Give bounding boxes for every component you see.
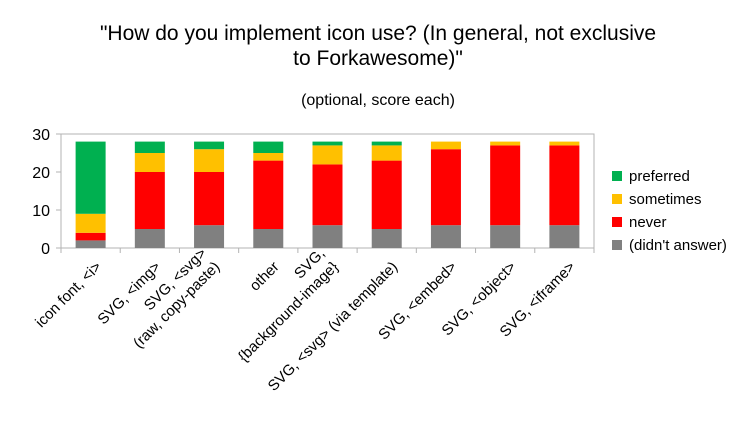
bar-segment-sometimes <box>194 149 225 172</box>
legend-swatch <box>612 171 622 181</box>
bar-segment-sometimes <box>549 141 580 146</box>
bar-segment-never <box>75 232 106 241</box>
bar-segment-never <box>371 160 402 229</box>
x-category-label: icon font, <i> <box>32 258 105 331</box>
legend-label: sometimes <box>629 191 702 208</box>
bar-segment-didntanswer <box>371 229 402 248</box>
y-tick-label: 0 <box>41 241 50 258</box>
x-category-label: other <box>246 258 282 294</box>
bar-segment-didntanswer <box>75 240 106 248</box>
chart-subtitle: (optional, score each) <box>301 92 455 109</box>
y-tick-label: 20 <box>32 165 50 182</box>
bar-segment-sometimes <box>75 213 106 233</box>
bar-segment-never <box>312 164 343 226</box>
x-category-label-line: {background-image} <box>235 258 342 365</box>
bar-segment-didntanswer <box>490 225 521 248</box>
y-tick-label: 30 <box>32 127 50 144</box>
bar-segment-never <box>490 145 521 226</box>
bar-segment-sometimes <box>430 141 461 150</box>
bar-segment-preferred <box>134 141 165 153</box>
legend-label: preferred <box>629 168 690 185</box>
bar-segment-preferred <box>371 141 402 146</box>
bar-segment-never <box>430 149 461 226</box>
bar-segment-didntanswer <box>549 225 580 248</box>
bar-segment-sometimes <box>253 153 284 161</box>
bar-segment-didntanswer <box>134 229 165 248</box>
chart-title-line-2: to Forkawesome)" <box>293 47 463 70</box>
bar-segment-never <box>549 145 580 226</box>
bar-segment-didntanswer <box>253 229 284 248</box>
bar-segment-preferred <box>312 141 343 146</box>
legend-swatch <box>612 240 622 250</box>
bar-segment-preferred <box>75 141 106 214</box>
legend-swatch <box>612 194 622 204</box>
y-tick-label: 10 <box>32 203 50 220</box>
bar-segment-sometimes <box>371 145 402 161</box>
bar-segment-never <box>253 160 284 229</box>
bar-segment-never <box>134 172 165 229</box>
bar-segment-sometimes <box>134 153 165 172</box>
bar-segment-didntanswer <box>194 225 225 248</box>
bar-segment-didntanswer <box>430 225 461 248</box>
chart-title-line-1: "How do you implement icon use? (In gene… <box>99 22 657 45</box>
bar-segment-sometimes <box>490 141 521 146</box>
bar-segment-didntanswer <box>312 225 343 248</box>
legend: preferred sometimes never (didn't answer) <box>612 168 727 254</box>
x-category-label-line: icon font, <i> <box>32 258 105 331</box>
legend-swatch <box>612 217 622 227</box>
bar-segment-preferred <box>253 141 284 153</box>
legend-label: never <box>629 214 667 231</box>
x-category-label-line: other <box>246 258 282 294</box>
bar-segment-preferred <box>194 141 225 150</box>
legend-label: (didn't answer) <box>629 237 727 254</box>
bar-segment-sometimes <box>312 145 343 165</box>
bar-segment-never <box>194 172 225 226</box>
